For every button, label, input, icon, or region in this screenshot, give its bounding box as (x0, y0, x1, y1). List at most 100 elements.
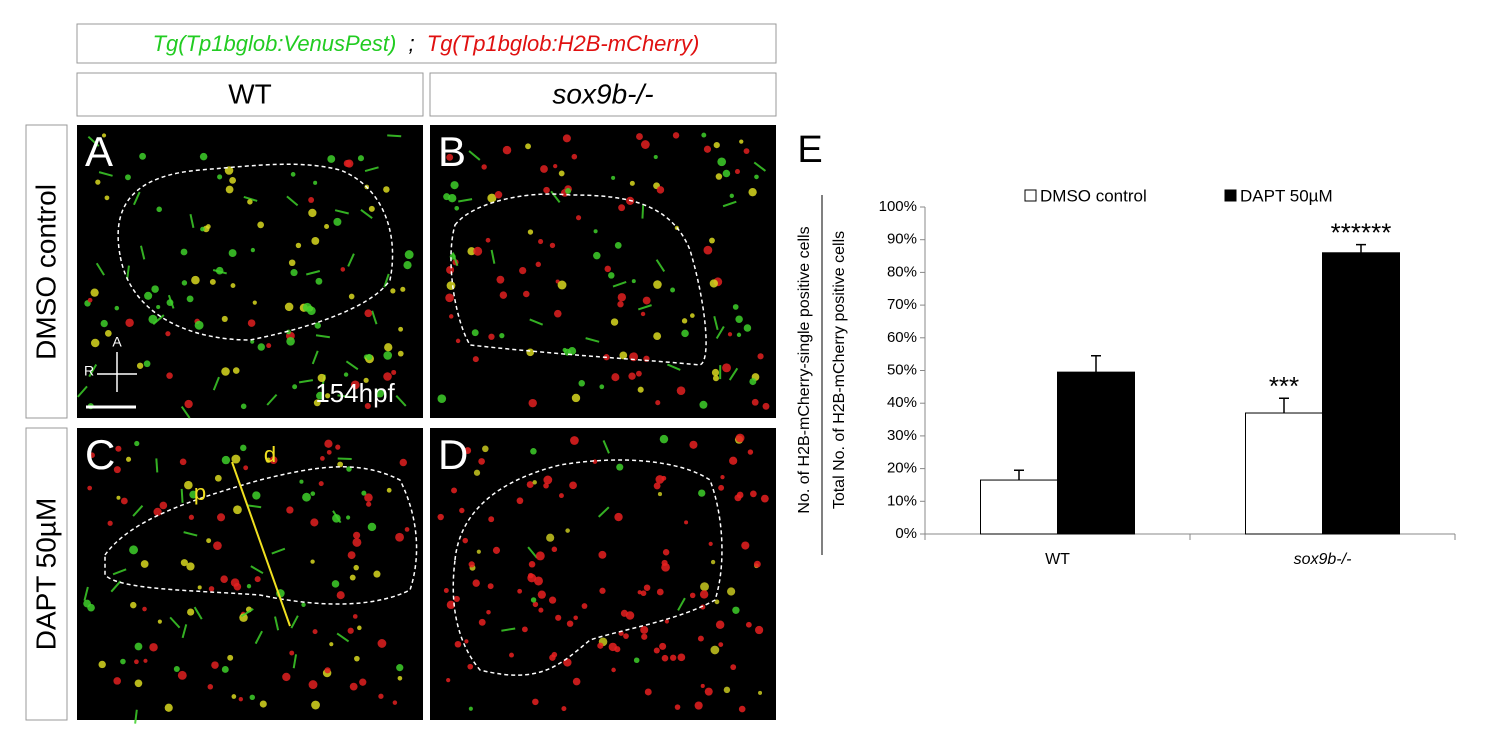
micrograph (430, 125, 776, 418)
stage-label: 154hpf (315, 378, 395, 408)
y-tick-label: 60% (887, 329, 917, 346)
cell (349, 682, 358, 691)
cell (623, 633, 629, 639)
cell-process (655, 259, 666, 272)
cell-process (315, 334, 331, 339)
cell (526, 481, 534, 488)
cell (540, 165, 548, 173)
cell (361, 490, 367, 496)
cell (252, 491, 261, 500)
cell-process (139, 245, 146, 260)
cell (184, 480, 193, 490)
cell (134, 440, 140, 447)
cell (354, 655, 360, 662)
cell (553, 163, 558, 169)
cell (392, 700, 398, 705)
x-tick-label: WT (1045, 551, 1070, 568)
cell (353, 531, 361, 539)
cell (525, 143, 531, 150)
legend-swatch (1224, 189, 1237, 202)
cell (488, 516, 495, 523)
cell (537, 590, 546, 599)
cell (247, 319, 256, 327)
cell (760, 494, 769, 503)
cell (391, 369, 397, 375)
cell (723, 686, 731, 694)
cell (400, 286, 406, 292)
cell (314, 322, 321, 329)
cell (214, 474, 222, 482)
y-tick-label: 40% (887, 394, 917, 411)
cell-process (271, 547, 286, 555)
cell (346, 515, 351, 520)
error-bar (1014, 469, 1024, 481)
orientation-label: A (112, 334, 122, 350)
cell (450, 181, 459, 190)
error-bar (1356, 243, 1366, 253)
cell (528, 398, 537, 408)
cell (230, 578, 240, 587)
cell (523, 290, 530, 298)
cell (616, 463, 624, 471)
cell (377, 639, 387, 648)
cell (618, 204, 626, 212)
cell (89, 452, 95, 458)
cell (259, 700, 267, 708)
cell (698, 489, 706, 497)
cell (254, 576, 261, 583)
cell (747, 449, 754, 455)
cell (148, 314, 158, 324)
cell (197, 585, 202, 590)
cell (459, 507, 465, 514)
cell (708, 541, 713, 546)
cell (125, 318, 134, 327)
micrograph (77, 428, 423, 720)
cell-process (155, 458, 159, 473)
cell (125, 456, 132, 462)
cell (325, 393, 331, 399)
header-separator: ; (409, 31, 415, 56)
cell (700, 683, 705, 689)
header-right: Tg(Tp1bglob:H2B-mCherry) (427, 31, 700, 56)
cell (143, 360, 151, 368)
cell (712, 375, 720, 382)
cell (357, 155, 365, 162)
cell (352, 614, 358, 619)
cell-process (364, 166, 379, 173)
cell-process (715, 326, 725, 340)
cell-process (311, 350, 319, 365)
cell (454, 640, 462, 648)
cell-process (667, 363, 681, 371)
cell (221, 315, 228, 322)
cell (282, 672, 291, 682)
y-tick-label: 90% (887, 231, 917, 248)
cell (653, 154, 658, 160)
cell (364, 493, 373, 502)
cell (473, 469, 481, 476)
cell (494, 190, 503, 199)
cell (202, 225, 210, 233)
cell-process (451, 252, 459, 267)
cell (364, 309, 373, 318)
cell (640, 140, 650, 149)
cell-process (598, 506, 610, 518)
y-tick-label: 50% (887, 361, 917, 378)
cell (710, 645, 720, 655)
cell (188, 514, 195, 520)
cell (538, 607, 544, 613)
y-tick-label: 70% (887, 296, 917, 313)
cell-process (286, 195, 299, 207)
cell (396, 664, 404, 672)
cell (748, 187, 757, 197)
cell (451, 487, 458, 494)
cell (599, 587, 606, 594)
cell-process (347, 253, 355, 267)
cell (446, 153, 454, 161)
cell (288, 259, 296, 267)
cell-process (110, 580, 122, 593)
cell (311, 237, 320, 245)
cell (714, 599, 720, 605)
cell (482, 445, 489, 453)
cell (722, 363, 731, 373)
cell (472, 356, 479, 363)
